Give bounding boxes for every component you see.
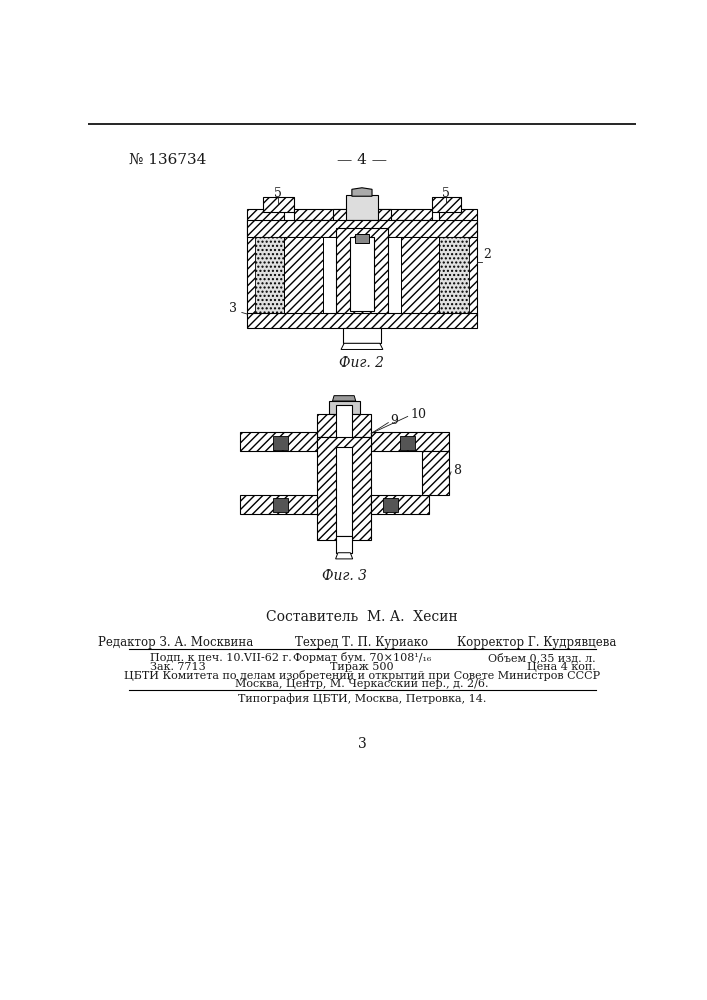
Text: Редактор З. А. Москвина: Редактор З. А. Москвина bbox=[98, 636, 254, 649]
Polygon shape bbox=[332, 396, 356, 401]
Polygon shape bbox=[293, 209, 432, 220]
Text: — 4 —: — 4 — bbox=[337, 153, 387, 167]
Polygon shape bbox=[317, 437, 371, 540]
Polygon shape bbox=[332, 209, 392, 228]
Polygon shape bbox=[337, 536, 352, 553]
Text: Корректор Г. Кудрявцева: Корректор Г. Кудрявцева bbox=[457, 636, 616, 649]
Polygon shape bbox=[263, 197, 293, 212]
Polygon shape bbox=[440, 209, 477, 316]
Polygon shape bbox=[240, 432, 317, 451]
Text: Тираж 500: Тираж 500 bbox=[330, 662, 394, 672]
Polygon shape bbox=[351, 237, 373, 311]
Text: Составитель  М. А.  Хесин: Составитель М. А. Хесин bbox=[266, 610, 458, 624]
Polygon shape bbox=[421, 451, 449, 495]
Text: Типография ЦБТИ, Москва, Петровка, 14.: Типография ЦБТИ, Москва, Петровка, 14. bbox=[238, 694, 486, 704]
Polygon shape bbox=[371, 432, 449, 451]
Polygon shape bbox=[337, 447, 352, 536]
Text: Зак. 7713: Зак. 7713 bbox=[151, 662, 206, 672]
Text: Москва, Центр, М. Черкасский пер., д. 2/6.: Москва, Центр, М. Черкасский пер., д. 2/… bbox=[235, 679, 489, 689]
Polygon shape bbox=[343, 328, 381, 343]
Text: Формат бум. 70×108¹/₁₆: Формат бум. 70×108¹/₁₆ bbox=[293, 652, 431, 663]
Polygon shape bbox=[371, 495, 429, 514]
Polygon shape bbox=[355, 234, 369, 243]
Polygon shape bbox=[432, 197, 461, 212]
Polygon shape bbox=[400, 436, 416, 450]
Text: ЦБТИ Комитета по делам изобретений и открытий при Совете Министров СССР: ЦБТИ Комитета по делам изобретений и отк… bbox=[124, 670, 600, 681]
Text: Техред Т. П. Куриако: Техред Т. П. Куриако bbox=[296, 636, 428, 649]
Text: 2: 2 bbox=[484, 248, 491, 261]
Polygon shape bbox=[387, 237, 401, 312]
Text: 10: 10 bbox=[410, 408, 426, 421]
Text: Фиг. 3: Фиг. 3 bbox=[322, 569, 367, 583]
Polygon shape bbox=[273, 498, 288, 512]
Text: 8: 8 bbox=[452, 464, 461, 477]
Polygon shape bbox=[440, 237, 469, 312]
Polygon shape bbox=[247, 312, 477, 328]
Text: 5: 5 bbox=[274, 187, 282, 200]
Polygon shape bbox=[317, 414, 371, 437]
Text: 9: 9 bbox=[391, 414, 399, 427]
Polygon shape bbox=[383, 498, 398, 512]
Polygon shape bbox=[337, 228, 387, 316]
Text: Объем 0,35 изд. л.: Объем 0,35 изд. л. bbox=[489, 652, 596, 663]
Polygon shape bbox=[240, 495, 317, 514]
Polygon shape bbox=[247, 220, 477, 237]
Polygon shape bbox=[284, 237, 323, 312]
Text: Подп. к печ. 10.VII-62 г.: Подп. к печ. 10.VII-62 г. bbox=[151, 652, 292, 662]
Polygon shape bbox=[336, 553, 353, 559]
Polygon shape bbox=[337, 405, 352, 447]
Polygon shape bbox=[323, 237, 337, 312]
Polygon shape bbox=[273, 436, 288, 450]
Text: 5: 5 bbox=[443, 187, 450, 200]
Text: 3: 3 bbox=[358, 737, 366, 751]
Polygon shape bbox=[255, 237, 284, 312]
Polygon shape bbox=[247, 209, 284, 316]
Text: 3: 3 bbox=[229, 302, 237, 315]
Text: Цена 4 коп.: Цена 4 коп. bbox=[527, 662, 596, 672]
Polygon shape bbox=[346, 195, 378, 220]
Polygon shape bbox=[352, 188, 372, 196]
Polygon shape bbox=[401, 237, 440, 312]
Text: № 136734: № 136734 bbox=[129, 153, 206, 167]
Polygon shape bbox=[329, 401, 360, 414]
Polygon shape bbox=[341, 343, 383, 349]
Text: Фиг. 2: Фиг. 2 bbox=[339, 356, 385, 370]
